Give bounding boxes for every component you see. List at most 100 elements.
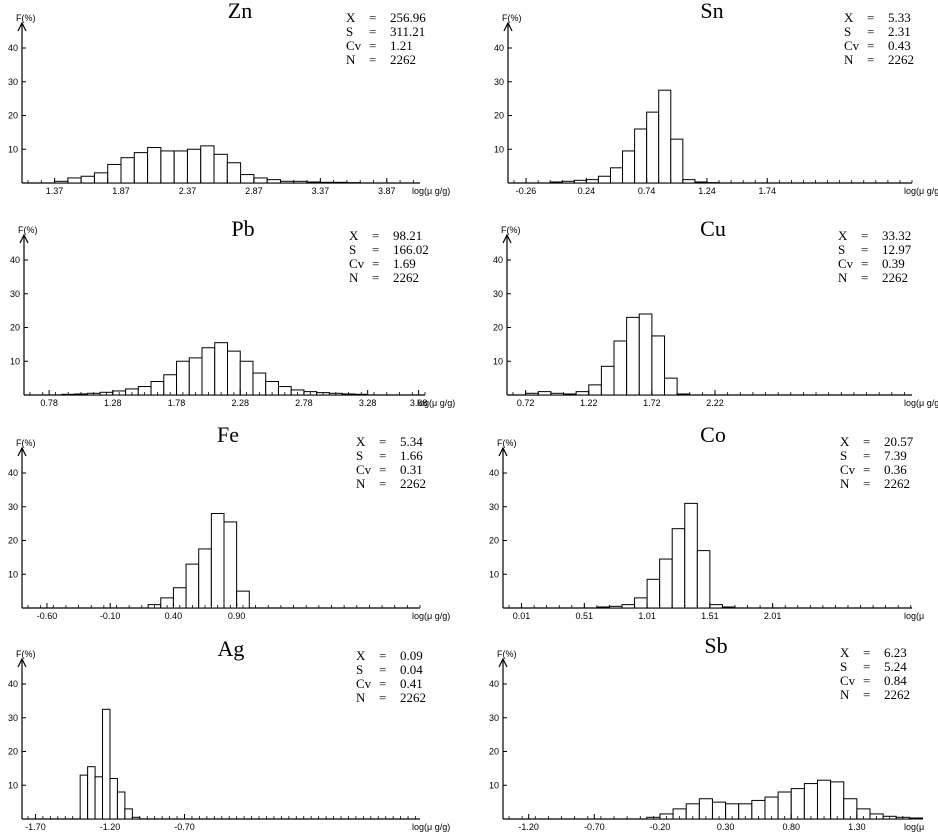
histogram-bar: [671, 528, 686, 609]
histogram-bar: [622, 150, 636, 184]
y-tick-label: 10: [489, 780, 499, 790]
stat-name: Cv: [838, 256, 854, 271]
stat-value-n: 2262: [884, 687, 910, 702]
chart-title: Ag: [218, 636, 245, 661]
chart-panel-cu: F(%) 10 20 30 40 0.72 1.22 1.72 2.22 log(μ g/g) Cu…: [493, 216, 938, 408]
histogram-bar: [803, 783, 818, 820]
y-tick-label: 20: [489, 747, 499, 757]
stat-name: N: [840, 476, 850, 491]
y-tick-label: 30: [8, 77, 18, 87]
histogram-bar: [670, 138, 684, 184]
histogram-bar: [634, 128, 648, 184]
stat-name: N: [838, 270, 848, 285]
x-tick-label: 3.37: [312, 186, 330, 196]
stat-value-x: 5.33: [888, 10, 911, 25]
y-tick-label: 20: [8, 536, 18, 546]
y-axis-label: F(%): [497, 438, 517, 448]
x-tick-label: 3.28: [359, 398, 377, 408]
x-tick-label: 1.28: [104, 398, 122, 408]
stat-equals: =: [861, 256, 868, 271]
y-tick-label: 30: [494, 77, 504, 87]
x-tick-label: 1.51: [701, 611, 719, 621]
histogram-bar: [200, 145, 215, 184]
stat-value-n: 2262: [400, 476, 426, 491]
x-tick-label: -0.70: [174, 822, 195, 832]
histogram-bar: [600, 365, 615, 396]
y-tick-label: 40: [10, 255, 20, 265]
stat-name: N: [346, 52, 356, 67]
histogram-bar: [585, 179, 599, 184]
chart-title: Zn: [228, 0, 252, 23]
x-axis-label: log(μ g/g): [904, 398, 938, 408]
stat-name: S: [840, 659, 847, 674]
chart-panel-pb: F(%) 10 20 30 40 0.78 1.28 1.78 2.28 2.78 3.28 3.68…: [10, 216, 455, 408]
stat-equals: =: [372, 270, 379, 285]
x-tick-label: 0.01: [513, 611, 531, 621]
y-tick-label: 40: [8, 43, 18, 53]
x-tick-label: 0.90: [228, 611, 246, 621]
histogram-bar: [80, 175, 95, 184]
x-tick-label: 1.87: [112, 186, 130, 196]
y-tick-label: 30: [489, 502, 499, 512]
stat-value-x: 5.34: [400, 434, 423, 449]
chart-title: Co: [700, 422, 726, 447]
histogram-bar: [198, 548, 212, 609]
x-tick-label: -0.70: [584, 822, 605, 832]
histogram-bar: [843, 798, 858, 820]
y-axis-label: F(%): [16, 649, 36, 659]
stat-equals: =: [379, 476, 386, 491]
histogram-bar: [659, 558, 673, 609]
stat-value-n: 2262: [882, 270, 908, 285]
x-axis-label: log(μ g/g): [412, 186, 450, 196]
histogram-bar: [160, 150, 175, 184]
histogram-bar: [93, 172, 109, 184]
x-tick-label: 0.78: [40, 398, 58, 408]
stat-equals: =: [372, 242, 379, 257]
histogram-bar: [226, 162, 242, 184]
histogram-bar: [131, 816, 141, 820]
histogram-bar: [777, 791, 792, 820]
y-tick-label: 20: [10, 323, 20, 333]
histogram-bar: [621, 604, 636, 609]
histogram-bar: [525, 392, 539, 396]
stat-name: N: [844, 52, 854, 67]
x-tick-label: 1.78: [168, 398, 186, 408]
histogram-bar: [549, 181, 563, 184]
x-tick-label: 0.24: [578, 186, 596, 196]
x-tick-label: 2.22: [706, 398, 724, 408]
chart-title: Sb: [704, 633, 727, 658]
histogram-bar: [147, 147, 162, 184]
stat-equals: =: [379, 648, 386, 663]
stat-value-x: 33.32: [882, 228, 911, 243]
y-axis-arrow: [17, 657, 27, 668]
stat-name: Cv: [844, 38, 860, 53]
y-axis-label: F(%): [497, 649, 517, 659]
x-axis-label: log(μ g/g): [412, 822, 450, 832]
chart-panel-ag: F(%) 10 20 30 40 -1.70 -1.20 -0.70 log(μ g/g) Ag X…: [8, 636, 450, 832]
histogram-bar: [87, 766, 96, 820]
stat-value-x: 6.23: [884, 645, 907, 660]
y-axis-label: F(%): [16, 13, 36, 23]
stat-equals: =: [379, 462, 386, 477]
x-tick-label: 2.37: [179, 186, 197, 196]
histogram-bar: [764, 796, 779, 820]
histogram-bar: [201, 347, 216, 396]
stat-equals: =: [379, 662, 386, 677]
stat-equals: =: [379, 448, 386, 463]
y-axis-arrow: [503, 21, 513, 32]
histogram-bar: [613, 340, 628, 396]
y-tick-label: 10: [10, 356, 20, 366]
histogram-bar: [116, 791, 126, 820]
chart-title: Sn: [700, 0, 723, 23]
x-tick-label: 3.68: [410, 398, 428, 408]
y-tick-label: 10: [8, 144, 18, 154]
stat-name: S: [844, 24, 851, 39]
histogram-bar: [107, 163, 122, 184]
x-axis-label: log(μ g/g): [904, 186, 938, 196]
histogram-bar: [293, 180, 308, 184]
y-tick-label: 30: [8, 713, 18, 723]
histogram-bar: [651, 335, 666, 396]
y-axis-arrow: [498, 446, 508, 457]
histogram-bar: [638, 313, 653, 396]
histogram-bar: [588, 384, 602, 396]
